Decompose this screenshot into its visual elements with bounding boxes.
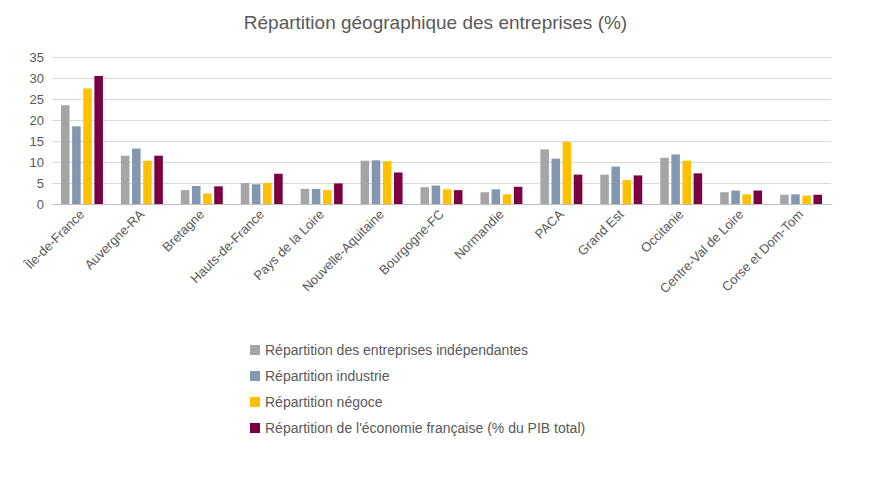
svg-text:5: 5 — [37, 176, 44, 191]
svg-text:Corse et Dom-Tom: Corse et Dom-Tom — [719, 207, 807, 295]
svg-text:Répartition de l'économie fran: Répartition de l'économie française (% d… — [265, 420, 585, 436]
svg-text:0: 0 — [37, 197, 44, 212]
svg-text:Répartition négoce: Répartition négoce — [265, 394, 383, 410]
svg-text:25: 25 — [30, 92, 44, 107]
svg-text:35: 35 — [30, 50, 44, 65]
svg-text:Répartition industrie: Répartition industrie — [265, 368, 390, 384]
svg-text:Pays de la Loire: Pays de la Loire — [250, 206, 327, 284]
svg-text:20: 20 — [30, 113, 44, 128]
svg-text:Nouvelle-Aquitaine: Nouvelle-Aquitaine — [299, 207, 387, 295]
svg-text:Répartition géographique des e: Répartition géographique des entreprises… — [244, 12, 627, 33]
svg-text:Auvergne-RA: Auvergne-RA — [81, 206, 147, 272]
svg-text:Bretagne: Bretagne — [159, 207, 207, 255]
svg-text:PACA: PACA — [532, 206, 567, 241]
svg-text:10: 10 — [30, 155, 44, 170]
svg-text:Occitanie: Occitanie — [638, 207, 687, 256]
svg-text:30: 30 — [30, 71, 44, 86]
svg-text:Répartition des entreprises in: Répartition des entreprises indépendante… — [265, 342, 528, 358]
svg-text:15: 15 — [30, 134, 44, 149]
svg-text:Île-de-France: Île-de-France — [21, 207, 87, 273]
svg-text:Normandie: Normandie — [451, 207, 507, 263]
svg-text:Hauts-de-France: Hauts-de-France — [187, 206, 267, 287]
svg-text:Centre-Val de Loire: Centre-Val de Loire — [656, 206, 747, 297]
svg-text:Grand Est: Grand Est — [575, 206, 627, 258]
svg-text:Bourgogne-FC: Bourgogne-FC — [376, 207, 447, 278]
